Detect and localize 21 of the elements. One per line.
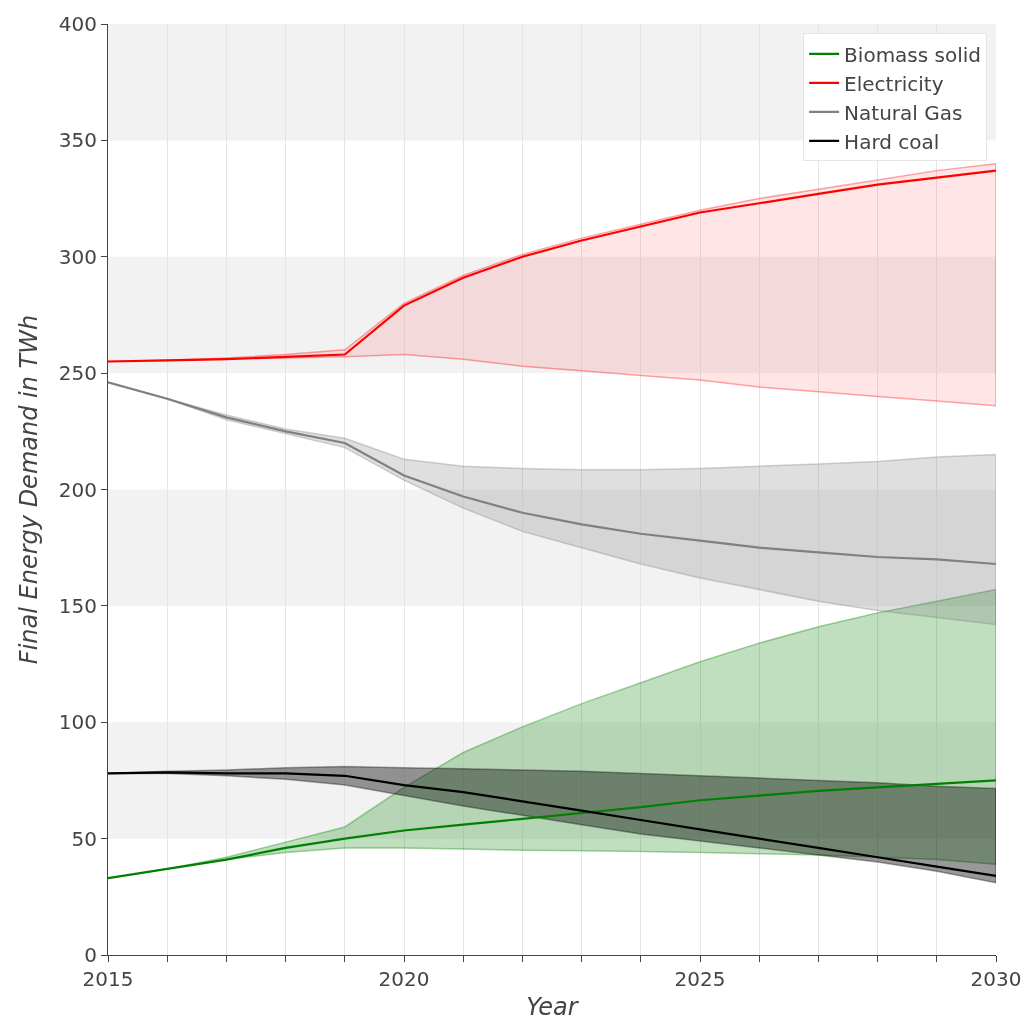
y-tick-label: 0 bbox=[84, 943, 97, 967]
legend-label: Natural Gas bbox=[844, 100, 963, 125]
x-axis-title: Year bbox=[526, 993, 580, 1022]
y-tick-label: 400 bbox=[58, 12, 97, 36]
y-tick-label: 100 bbox=[58, 710, 97, 735]
legend-label: Biomass solid bbox=[844, 42, 982, 67]
y-tick-label: 300 bbox=[58, 244, 97, 269]
y-tick-label: 200 bbox=[58, 477, 97, 502]
x-tick-label: 2015 bbox=[82, 967, 134, 991]
legend-label: Electricity bbox=[844, 71, 944, 96]
y-axis-title: Final Energy Demand in TWh bbox=[14, 314, 43, 665]
y-tick-label: 250 bbox=[58, 361, 97, 386]
x-tick-label: 2030 bbox=[970, 967, 1022, 991]
y-tick-label: 350 bbox=[58, 128, 97, 153]
line-series bbox=[108, 381, 996, 566]
y-tick-label: 50 bbox=[71, 826, 97, 851]
x-tick-label: 2025 bbox=[674, 967, 726, 991]
y-tick-label: 150 bbox=[58, 593, 97, 618]
x-tick-label: 2020 bbox=[378, 967, 430, 991]
line-series bbox=[108, 169, 996, 363]
legend-label: Hard coal bbox=[844, 129, 940, 154]
